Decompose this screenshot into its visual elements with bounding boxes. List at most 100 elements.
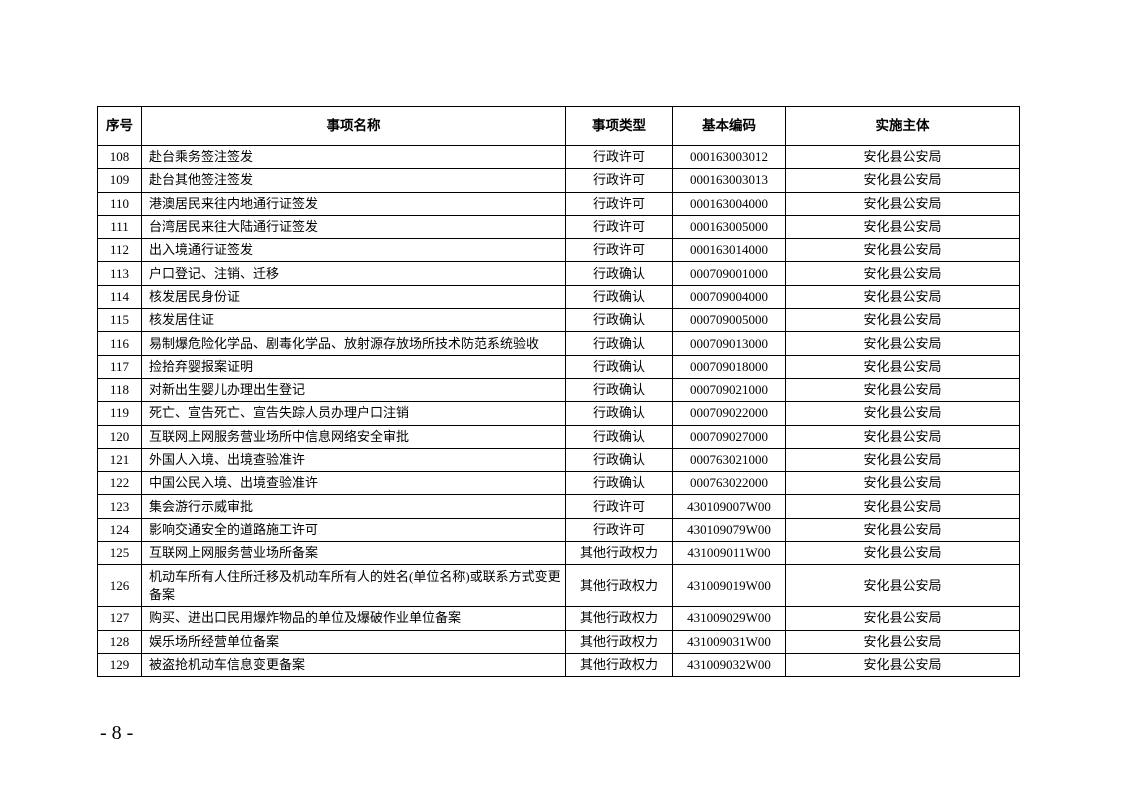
cell-agency: 安化县公安局 (785, 494, 1020, 519)
cell-code: 000163005000 (672, 214, 786, 240)
table-row: 125 互联网上网服务营业场所备案 其他行政权力 431009011W00 安化县公安局 (97, 541, 1020, 566)
cell-name: 出入境通行证签发 (141, 238, 566, 263)
cell-type: 行政确认 (565, 471, 673, 496)
header-index: 序号 (97, 106, 142, 146)
cell-code: 000709018000 (672, 354, 786, 379)
cell-type: 行政确认 (565, 354, 673, 379)
cell-code: 000763021000 (672, 447, 786, 473)
cell-name: 外国人入境、出境查验准许 (141, 447, 566, 473)
cell-agency: 安化县公安局 (785, 606, 1020, 631)
header-type: 事项类型 (565, 106, 673, 146)
cell-code: 000763022000 (672, 471, 786, 496)
cell-type: 行政确认 (565, 308, 673, 333)
cell-code: 000709021000 (672, 377, 786, 403)
cell-name: 机动车所有人住所迁移及机动车所有人的姓名(单位名称)或联系方式变更备案 (141, 564, 566, 608)
cell-code: 430109079W00 (672, 517, 786, 543)
cell-index: 108 (97, 144, 142, 170)
cell-code: 000709001000 (672, 261, 786, 286)
cell-code: 431009029W00 (672, 606, 786, 631)
cell-code: 431009011W00 (672, 541, 786, 566)
cell-agency: 安化县公安局 (785, 447, 1020, 473)
table-row: 126 机动车所有人住所迁移及机动车所有人的姓名(单位名称)或联系方式变更备案 其他… (97, 564, 1020, 608)
cell-code: 430109007W00 (672, 494, 786, 519)
table-row: 119 死亡、宣告死亡、宣告失踪人员办理户口注销 行政确认 000709022000 安… (97, 401, 1020, 426)
cell-agency: 安化县公安局 (785, 284, 1020, 310)
cell-type: 其他行政权力 (565, 629, 673, 654)
header-code: 基本编码 (672, 106, 786, 146)
cell-agency: 安化县公安局 (785, 308, 1020, 333)
cell-index: 121 (97, 447, 142, 473)
cell-index: 125 (97, 541, 142, 566)
cell-agency: 安化县公安局 (785, 652, 1020, 678)
table-row: 127 购买、进出口民用爆炸物品的单位及爆破作业单位备案 其他行政权力 4310090… (97, 606, 1020, 631)
cell-type: 行政确认 (565, 401, 673, 426)
cell-type: 行政确认 (565, 424, 673, 449)
cell-index: 111 (97, 214, 142, 240)
table-row: 116 易制爆危险化学品、剧毒化学品、放射源存放场所技术防范系统验收 行政确认 000… (97, 331, 1020, 356)
cell-agency: 安化县公安局 (785, 541, 1020, 566)
table-row: 128 娱乐场所经营单位备案 其他行政权力 431009031W00 安化县公安局 (97, 629, 1020, 654)
table-row: 123 集会游行示威审批 行政许可 430109007W00 安化县公安局 (97, 494, 1020, 519)
cell-name: 台湾居民来往大陆通行证签发 (141, 214, 566, 240)
items-table: 序号 事项名称 事项类型 基本编码 实施主体 108 赴台乘务签注签发 行政许可 00… (97, 106, 1020, 678)
cell-type: 行政许可 (565, 191, 673, 216)
table-row: 110 港澳居民来往内地通行证签发 行政许可 000163004000 安化县公安局 (97, 191, 1020, 216)
cell-index: 115 (97, 308, 142, 333)
cell-index: 124 (97, 517, 142, 543)
cell-index: 116 (97, 331, 142, 356)
cell-name: 对新出生婴儿办理出生登记 (141, 377, 566, 403)
cell-name: 死亡、宣告死亡、宣告失踪人员办理户口注销 (141, 401, 566, 426)
cell-code: 431009019W00 (672, 564, 786, 608)
table-row: 120 互联网上网服务营业场所中信息网络安全审批 行政确认 000709027000 安… (97, 424, 1020, 449)
table-row: 112 出入境通行证签发 行政许可 000163014000 安化县公安局 (97, 238, 1020, 263)
cell-name: 集会游行示威审批 (141, 494, 566, 519)
table-row: 129 被盗抢机动车信息变更备案 其他行政权力 431009032W00 安化县公安局 (97, 652, 1020, 678)
table-row: 121 外国人入境、出境查验准许 行政确认 000763021000 安化县公安局 (97, 447, 1020, 473)
cell-index: 127 (97, 606, 142, 631)
cell-name: 影响交通安全的道路施工许可 (141, 517, 566, 543)
table-row: 118 对新出生婴儿办理出生登记 行政确认 000709021000 安化县公安局 (97, 377, 1020, 403)
cell-type: 行政确认 (565, 377, 673, 403)
cell-code: 000709027000 (672, 424, 786, 449)
cell-agency: 安化县公安局 (785, 629, 1020, 654)
table-row: 117 捡拾弃婴报案证明 行政确认 000709018000 安化县公安局 (97, 354, 1020, 379)
cell-index: 110 (97, 191, 142, 216)
cell-code: 000709022000 (672, 401, 786, 426)
cell-type: 行政确认 (565, 447, 673, 473)
cell-agency: 安化县公安局 (785, 168, 1020, 193)
cell-type: 行政许可 (565, 517, 673, 543)
cell-code: 431009031W00 (672, 629, 786, 654)
cell-type: 行政许可 (565, 238, 673, 263)
cell-agency: 安化县公安局 (785, 354, 1020, 379)
cell-name: 港澳居民来往内地通行证签发 (141, 191, 566, 216)
cell-type: 其他行政权力 (565, 564, 673, 608)
table-row: 109 赴台其他签注签发 行政许可 000163003013 安化县公安局 (97, 168, 1020, 193)
cell-type: 行政确认 (565, 284, 673, 310)
cell-index: 119 (97, 401, 142, 426)
cell-index: 117 (97, 354, 142, 379)
table-row: 111 台湾居民来往大陆通行证签发 行政许可 000163005000 安化县公安局 (97, 214, 1020, 240)
cell-name: 核发居民身份证 (141, 284, 566, 310)
cell-agency: 安化县公安局 (785, 424, 1020, 449)
cell-agency: 安化县公安局 (785, 331, 1020, 356)
page-number: - 8 - (100, 722, 134, 744)
cell-index: 120 (97, 424, 142, 449)
cell-index: 113 (97, 261, 142, 286)
cell-index: 123 (97, 494, 142, 519)
cell-agency: 安化县公安局 (785, 261, 1020, 286)
cell-code: 431009032W00 (672, 652, 786, 678)
cell-name: 互联网上网服务营业场所备案 (141, 541, 566, 566)
cell-type: 行政许可 (565, 494, 673, 519)
cell-index: 129 (97, 652, 142, 678)
cell-code: 000163003012 (672, 144, 786, 170)
cell-type: 行政确认 (565, 331, 673, 356)
table-row: 114 核发居民身份证 行政确认 000709004000 安化县公安局 (97, 284, 1020, 310)
cell-code: 000709004000 (672, 284, 786, 310)
cell-type: 其他行政权力 (565, 541, 673, 566)
cell-index: 109 (97, 168, 142, 193)
header-agency: 实施主体 (785, 106, 1020, 146)
cell-code: 000709013000 (672, 331, 786, 356)
cell-agency: 安化县公安局 (785, 471, 1020, 496)
cell-code: 000163003013 (672, 168, 786, 193)
cell-type: 其他行政权力 (565, 606, 673, 631)
